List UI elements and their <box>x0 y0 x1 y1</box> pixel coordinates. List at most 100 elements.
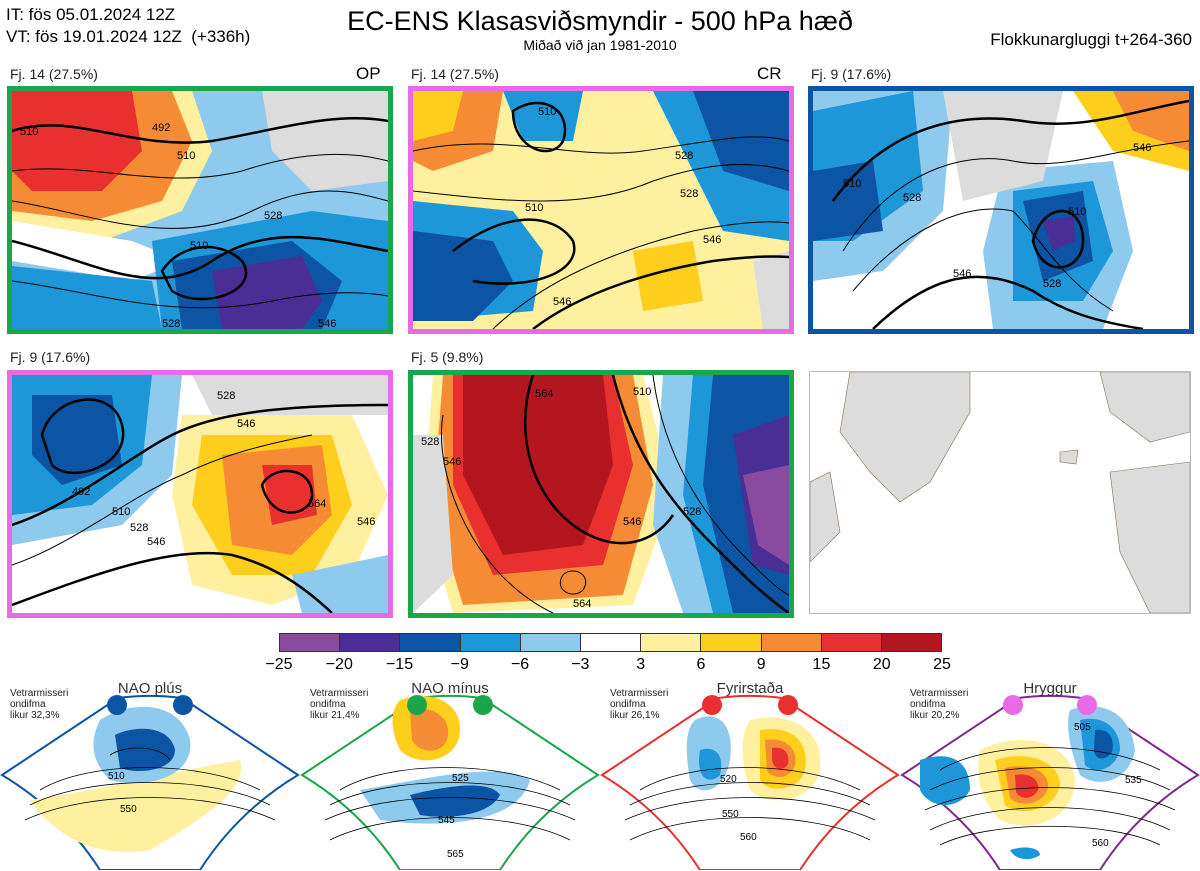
contour-label: 528 <box>264 210 282 222</box>
contour-label: 492 <box>72 486 90 498</box>
contour-label: 510 <box>112 506 130 518</box>
contour-label: 546 <box>623 516 641 528</box>
panel-5-label: Fj. 5 (9.8%) <box>411 349 484 365</box>
regime-contour-label: 510 <box>108 771 125 782</box>
contour-label: 510 <box>190 240 208 252</box>
contour-label: 546 <box>147 536 165 548</box>
page-subtitle: Miðað við jan 1981-2010 <box>523 37 677 53</box>
colorbar-swatch <box>580 634 642 651</box>
colorbar-tick: −3 <box>571 656 590 673</box>
panel-3-label: Fj. 9 (17.6%) <box>811 66 892 82</box>
colorbar-swatch <box>340 634 401 651</box>
colorbar-swatch <box>280 634 341 651</box>
contour-label: 546 <box>443 456 461 468</box>
colorbar-tick: −25 <box>265 656 293 673</box>
colorbar-swatch <box>701 634 762 651</box>
contour-label: 510 <box>843 178 861 190</box>
regime-note: Vetrarmisseri ondifma likur 20,2% <box>910 688 969 721</box>
contour-label: 510 <box>538 106 556 118</box>
regime-name: NAO plús <box>117 680 183 697</box>
contour-label: 510 <box>20 126 38 138</box>
contour-label: 510 <box>177 150 195 162</box>
regime-contour-label: 550 <box>120 804 137 815</box>
regime-contour-label: 560 <box>1092 838 1109 849</box>
empty-map-panel <box>809 371 1191 614</box>
regime-note: Vetrarmisseri ondifma likur 32,3% <box>10 688 69 721</box>
colorbar-ticks: −25 −20 −15 −9 −6 −3 3 6 9 15 20 25 <box>265 656 950 676</box>
cluster-panel-2[interactable]: 510 528 528 546 546 510 <box>408 86 794 334</box>
panel-4-label: Fj. 9 (17.6%) <box>10 349 91 365</box>
contour-label: 546 <box>357 516 375 528</box>
colorbar-swatch <box>641 634 702 651</box>
regime-name: Fyrirstaða <box>716 680 784 697</box>
regime-contour-label: 520 <box>720 774 737 785</box>
contour-label: 528 <box>1043 278 1061 290</box>
regime-contour-label: 525 <box>452 773 469 784</box>
colorbar-tick: −15 <box>385 656 414 673</box>
colorbar-tick: 25 <box>933 656 951 673</box>
page-title: EC-ENS Klasasviðsmyndir - 500 hPa hæð <box>347 6 853 36</box>
regime-name: Hryggur <box>1023 680 1077 697</box>
contour-label: 528 <box>683 506 701 518</box>
contour-label: 546 <box>318 318 336 329</box>
colorbar-tick: −6 <box>510 656 530 673</box>
regime-name: NAO mínus <box>411 680 489 697</box>
regime-note: Vetrarmisseri ondifma likur 26,1% <box>610 688 669 721</box>
panel-1-tag: OP <box>356 64 381 83</box>
classification-window: Flokkunargluggi t+264-360 <box>990 30 1192 49</box>
colorbar-tick: −9 <box>450 656 469 673</box>
colorbar-tick: 20 <box>872 656 891 673</box>
colorbar-tick: 15 <box>812 656 831 673</box>
regime-ridge[interactable]: 505 535 560 Hryggur Vetrarmisseri ondifm… <box>900 680 1200 870</box>
contour-label: 546 <box>703 234 721 246</box>
regime-contour-label: 565 <box>447 849 464 860</box>
regime-note: Vetrarmisseri ondifma likur 21,4% <box>310 688 369 721</box>
contour-label: 564 <box>308 498 326 510</box>
contour-label: 546 <box>953 268 971 280</box>
cluster-panel-1[interactable]: 510 510 528 510 528 546 492 <box>7 86 393 334</box>
colorbar-swatch <box>821 634 882 651</box>
contour-label: 528 <box>130 522 148 534</box>
regime-contour-label: 550 <box>722 809 739 820</box>
colorbar-tick: −20 <box>325 656 353 673</box>
panel-1-label: Fj. 14 (27.5%) <box>10 66 98 82</box>
regime-nao-plus[interactable]: 510 550 NAO plús Vetrarmisseri ondifma l… <box>0 680 300 870</box>
contour-label: 510 <box>633 386 651 398</box>
contour-label: 546 <box>1133 142 1151 154</box>
panel-2-tag: CR <box>757 64 782 83</box>
panel-2-label: Fj. 14 (27.5%) <box>411 66 499 82</box>
regime-contour-label: 535 <box>1125 775 1142 786</box>
cluster-panel-3[interactable]: 510 528 528 546 510 546 <box>808 86 1194 334</box>
anomaly-colorbar <box>279 633 942 652</box>
colorbar-swatch <box>761 634 822 651</box>
regime-contour-label: 505 <box>1074 722 1091 733</box>
contour-label: 546 <box>237 418 255 430</box>
regime-nao-minus[interactable]: 525 545 565 NAO mínus Vetrarmisseri ondi… <box>300 680 600 870</box>
valid-time: VT: fös 19.01.2024 12Z (+336h) <box>6 27 251 46</box>
contour-label: 528 <box>903 192 921 204</box>
colorbar-swatch <box>881 634 942 651</box>
colorbar-swatch <box>460 634 521 651</box>
issue-time: IT: fös 05.01.2024 12Z <box>6 5 176 24</box>
regime-contour-label: 560 <box>740 832 757 843</box>
colorbar-swatch <box>520 634 581 651</box>
contour-label: 510 <box>525 202 543 214</box>
header-info: IT: fös 05.01.2024 12Z VT: fös 19.01.202… <box>6 4 250 48</box>
colorbar-tick: 6 <box>696 656 706 673</box>
regime-blocking[interactable]: 520 550 560 Fyrirstaða Vetrarmisseri ond… <box>600 680 900 870</box>
contour-label: 528 <box>162 318 180 329</box>
contour-label: 528 <box>675 150 693 162</box>
colorbar-tick: 9 <box>756 656 766 673</box>
contour-label: 546 <box>553 296 571 308</box>
colorbar-swatch <box>400 634 461 651</box>
cluster-panel-4[interactable]: 528 546 492 510 528 546 564 546 <box>7 370 393 618</box>
colorbar-tick: 3 <box>636 656 646 673</box>
contour-label: 528 <box>217 390 235 402</box>
cluster-panel-5[interactable]: 528 546 564 510 528 546 564 <box>408 370 794 618</box>
contour-label: 564 <box>535 388 553 400</box>
contour-label: 492 <box>152 122 170 134</box>
contour-label: 564 <box>573 598 591 610</box>
contour-label: 528 <box>421 436 439 448</box>
regime-contour-label: 545 <box>438 815 455 826</box>
contour-label: 528 <box>680 188 698 200</box>
